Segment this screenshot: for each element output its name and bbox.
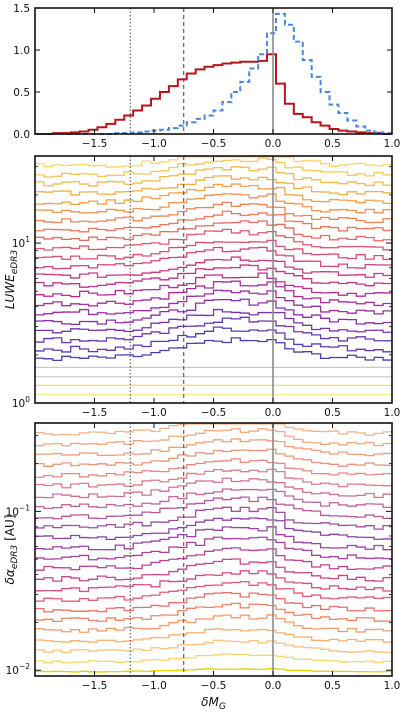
x-tick-label: 0.5: [324, 138, 341, 150]
stack-series-line: [35, 526, 392, 551]
stack-series-line: [35, 193, 392, 214]
stack-series-line: [35, 183, 392, 206]
y-axis-label: δαeDR3 [AU]: [3, 515, 20, 585]
stack-series-line: [35, 570, 392, 593]
x-tick-label: 1.0: [384, 407, 401, 419]
x-tick-label: −0.5: [201, 680, 227, 692]
stack-series-line: [35, 458, 392, 478]
stack-series-line: [35, 228, 392, 251]
stack-series-line: [35, 517, 392, 540]
stack-series-line: [35, 468, 392, 489]
y-tick-label: 10−1: [6, 503, 31, 518]
stack-series-line: [35, 326, 392, 353]
x-tick-label: −1.0: [141, 680, 167, 692]
y-tick-label: 10−2: [6, 662, 31, 677]
y-tick-label: 0.0: [13, 129, 30, 141]
stack-series-line: [35, 591, 392, 613]
stack-series-line: [35, 628, 392, 643]
x-tick-label: 1.0: [384, 138, 401, 150]
stack-series-line: [35, 298, 392, 326]
x-tick-label: −1.0: [141, 138, 167, 150]
x-tick-label: 0.0: [265, 680, 282, 692]
stack-series-line: [35, 438, 392, 457]
histogram-series: [35, 12, 392, 135]
stack-series-line: [35, 667, 392, 673]
stack-series-line: [35, 602, 392, 623]
stack-series-line: [35, 246, 392, 270]
stack-series-line: [35, 166, 392, 187]
y-tick-label: 1.0: [13, 45, 30, 57]
x-tick-label: 0.0: [265, 138, 282, 150]
stack-series-line: [35, 239, 392, 261]
stack-series-line: [35, 316, 392, 344]
x-tick-label: 0.5: [324, 407, 341, 419]
stack-series-line: [35, 428, 392, 447]
x-tick-label: −1.5: [82, 407, 108, 419]
top-histogram-panel: −1.5 −1.0 −0.5 0.0 0.5 1.0 0.0 0.5 1.0 1.5: [13, 3, 400, 150]
stack-series-line: [35, 210, 392, 233]
x-tick-label: −1.0: [141, 407, 167, 419]
stack-series-line: [35, 272, 392, 298]
stack-series-line: [35, 580, 392, 602]
stack-series-line: [35, 423, 392, 436]
x-tick-label: 0.0: [265, 407, 282, 419]
stack-series-line: [35, 506, 392, 530]
y-tick-label: 1.5: [13, 3, 30, 15]
stack-series-line: [35, 547, 392, 571]
stack-series-line: [35, 175, 392, 196]
stack-series-line: [35, 448, 392, 467]
stack-series-line: [35, 477, 392, 499]
y-tick-label: 100: [12, 395, 30, 410]
stack-series-line: [35, 536, 392, 561]
stack-series-line: [35, 558, 392, 582]
x-tick-label: −0.5: [201, 407, 227, 419]
stack-series-line: [35, 220, 392, 242]
stack-series-line: [35, 280, 392, 307]
stack-series-line: [35, 639, 392, 654]
stack-series-line: [35, 256, 392, 279]
y-axis-label: LUWEeDR3: [3, 250, 20, 310]
stack-series-line: [35, 653, 392, 664]
stack-series-line: [35, 156, 392, 168]
x-tick-label: −1.5: [82, 138, 108, 150]
x-tick-label: −1.5: [82, 680, 108, 692]
y-tick-label: 101: [12, 235, 30, 250]
stack-series-line: [35, 496, 392, 520]
x-tick-label: 1.0: [384, 680, 401, 692]
histogram-series: [35, 53, 392, 135]
stack-series-line: [35, 337, 392, 361]
stack-series-line: [35, 157, 392, 178]
stack-series-line: [35, 614, 392, 633]
stack-series-line: [35, 264, 392, 288]
x-axis-label: δMG: [201, 695, 226, 712]
x-tick-label: −0.5: [201, 138, 227, 150]
stack-series-line: [35, 488, 392, 510]
y-tick-label: 0.5: [13, 87, 30, 99]
stack-series-line: [35, 201, 392, 224]
stack-series-line: [35, 289, 392, 316]
x-tick-label: 0.5: [324, 680, 341, 692]
stack-series-line: [35, 308, 392, 334]
